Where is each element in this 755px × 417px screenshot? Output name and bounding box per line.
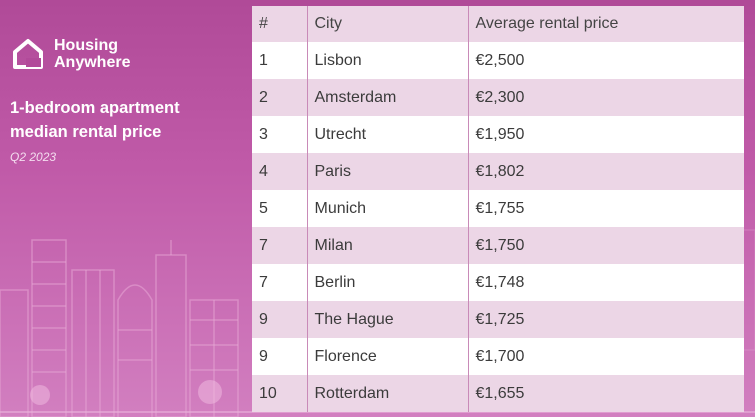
city-cell: Utrecht xyxy=(306,116,468,153)
rank-cell: 5 xyxy=(252,190,307,227)
city-cell: Lisbon xyxy=(306,42,468,79)
header-city: City xyxy=(306,6,468,42)
header-rank: # xyxy=(252,6,307,42)
price-cell: €1,725 xyxy=(467,301,744,338)
price-cell: €1,748 xyxy=(467,264,744,301)
table-row: 4 Paris €1,802 xyxy=(252,153,744,190)
brand-logo: Housing Anywhere xyxy=(10,36,245,72)
rank-cell: 9 xyxy=(252,301,307,338)
rental-price-table: # City Average rental price 1 Lisbon €2,… xyxy=(252,6,744,412)
brand-name-line1: Housing xyxy=(54,37,118,54)
rank-cell: 3 xyxy=(252,116,307,153)
table-row: 9 Florence €1,700 xyxy=(252,338,744,375)
brand-name-line2: Anywhere xyxy=(54,54,131,71)
table-row: 1 Lisbon €2,500 xyxy=(252,42,744,79)
rank-cell: 7 xyxy=(252,227,307,264)
rank-cell: 7 xyxy=(252,264,307,301)
period-label: Q2 2023 xyxy=(10,150,57,164)
page-title: 1-bedroom apartment median rental price xyxy=(10,96,245,144)
page-title-line1: 1-bedroom apartment xyxy=(10,99,180,117)
table-row: 2 Amsterdam €2,300 xyxy=(252,79,744,116)
rank-cell: 1 xyxy=(252,42,307,79)
table-row: 9 The Hague €1,725 xyxy=(252,301,744,338)
table-row: 3 Utrecht €1,950 xyxy=(252,116,744,153)
brand-name: Housing Anywhere xyxy=(54,37,130,71)
city-cell: Florence xyxy=(306,338,468,375)
city-cell: Berlin xyxy=(306,264,468,301)
price-cell: €2,300 xyxy=(467,79,744,116)
table-row: 10 Rotterdam €1,655 xyxy=(252,375,744,412)
price-cell: €1,750 xyxy=(467,227,744,264)
price-cell: €1,950 xyxy=(467,116,744,153)
rank-cell: 4 xyxy=(252,153,307,190)
price-cell: €1,700 xyxy=(467,338,744,375)
city-cell: Milan xyxy=(306,227,468,264)
table-header-row: # City Average rental price xyxy=(252,6,744,42)
price-cell: €1,802 xyxy=(467,153,744,190)
page-title-line2: median rental price xyxy=(10,123,162,141)
table-row: 7 Berlin €1,748 xyxy=(252,264,744,301)
title-panel: Housing Anywhere 1-bedroom apartment med… xyxy=(10,36,245,164)
rank-cell: 2 xyxy=(252,79,307,116)
rank-cell: 10 xyxy=(252,375,307,412)
price-cell: €2,500 xyxy=(467,42,744,79)
city-cell: Paris xyxy=(306,153,468,190)
header-price: Average rental price xyxy=(467,6,744,42)
price-cell: €1,755 xyxy=(467,190,744,227)
city-cell: Munich xyxy=(306,190,468,227)
house-logo-icon xyxy=(13,39,43,69)
city-cell: Rotterdam xyxy=(306,375,468,412)
rank-cell: 9 xyxy=(252,338,307,375)
city-cell: Amsterdam xyxy=(306,79,468,116)
price-cell: €1,655 xyxy=(467,375,744,412)
city-cell: The Hague xyxy=(306,301,468,338)
table-row: 5 Munich €1,755 xyxy=(252,190,744,227)
table-row: 7 Milan €1,750 xyxy=(252,227,744,264)
